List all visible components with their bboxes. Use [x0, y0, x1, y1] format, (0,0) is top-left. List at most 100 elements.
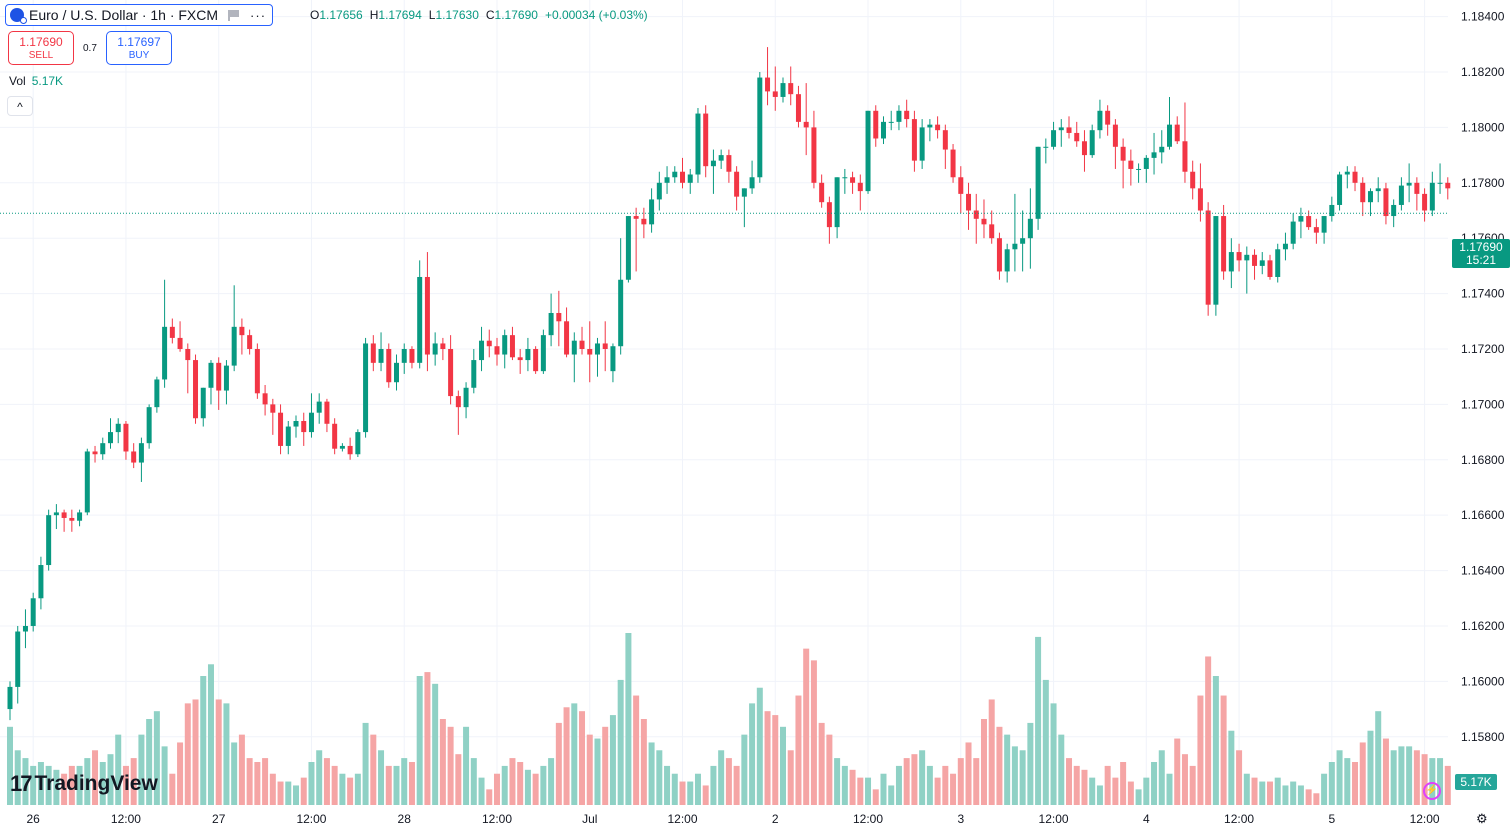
volume-bar	[184, 703, 191, 805]
candle-body	[131, 451, 137, 463]
volume-bar	[316, 750, 323, 805]
candle-body	[749, 177, 755, 189]
volume-bar	[1266, 781, 1273, 805]
candle-body	[1236, 252, 1242, 261]
volume-bar	[99, 762, 106, 805]
candle-body	[1151, 152, 1157, 158]
volume-bar	[246, 758, 253, 805]
candle-body	[146, 407, 152, 444]
candle-body	[564, 321, 570, 355]
volume-legend[interactable]: Vol 5.17K	[9, 74, 63, 88]
candle-body	[1205, 210, 1211, 305]
candle-body	[1089, 130, 1095, 156]
buy-button[interactable]: 1.17697 BUY	[106, 31, 172, 65]
price-axis[interactable]: 1.184001.182001.180001.178001.176001.174…	[1461, 10, 1505, 744]
x-tick-label: 3	[957, 812, 964, 826]
candle-body	[942, 130, 948, 150]
candle-body	[448, 348, 454, 397]
volume-bar	[656, 750, 663, 805]
y-tick-label: 1.17200	[1461, 342, 1505, 356]
candle-body	[409, 348, 415, 363]
more-icon[interactable]: ···	[250, 7, 267, 23]
candle-body	[981, 218, 987, 225]
x-tick-label: 12:00	[482, 812, 512, 826]
time-axis[interactable]: 26 12:00 27 12:00 28 12:00 Jul 12:00 2 12:00 3 12:0…	[27, 812, 1440, 826]
low-value: 1.17630	[435, 8, 479, 22]
volume-bar	[76, 765, 83, 805]
volume-bar	[1042, 679, 1049, 805]
candle-body	[1321, 216, 1327, 233]
volume-bar	[470, 758, 477, 805]
volume-badge: 5.17K	[1455, 774, 1497, 790]
candle-body	[223, 365, 229, 391]
candle-body	[471, 360, 477, 388]
y-tick-label: 1.16200	[1461, 619, 1505, 633]
candle-body	[687, 174, 693, 183]
volume-bar	[7, 726, 13, 805]
volume-bar	[1096, 785, 1103, 805]
volume-bar	[1027, 722, 1034, 805]
candle-body	[46, 515, 52, 566]
symbol-title[interactable]: Euro / U.S. Dollar · 1h · FXCM	[29, 7, 219, 23]
candle-body	[1352, 171, 1358, 183]
volume-bar	[1220, 695, 1227, 805]
candle-body	[455, 396, 461, 408]
candle-body	[1290, 221, 1296, 244]
candle-body	[1074, 132, 1080, 142]
x-tick-label: 12:00	[667, 812, 697, 826]
candle-body	[138, 443, 144, 463]
candle-body	[911, 119, 917, 161]
tradingview-logo-text: TradingView	[34, 772, 158, 795]
symbol-selector[interactable]: Euro / U.S. Dollar · 1h · FXCM ···	[5, 4, 274, 26]
volume-bar	[308, 762, 315, 805]
volume-bar	[810, 660, 817, 805]
candle-body	[958, 177, 964, 194]
volume-bars	[7, 633, 1451, 805]
candle-body	[1252, 254, 1258, 266]
settings-gear-icon[interactable]: ⚙	[1476, 811, 1488, 826]
candle-body	[641, 218, 647, 225]
candle-body	[1020, 238, 1026, 244]
candle-body	[1004, 249, 1010, 272]
volume-bar	[586, 734, 593, 805]
volume-bar	[640, 719, 647, 805]
volume-bar	[1197, 695, 1204, 805]
flag-icon[interactable]	[228, 9, 241, 21]
candle-body	[1112, 124, 1118, 147]
volume-bar	[903, 758, 910, 805]
volume-bar	[834, 758, 841, 805]
volume-bar	[764, 711, 771, 805]
volume-bar	[200, 676, 207, 805]
candle-body	[308, 412, 314, 433]
candle-body	[1105, 110, 1111, 125]
volume-bar	[1104, 765, 1111, 805]
candle-body	[115, 423, 121, 433]
volume-bar	[1398, 746, 1405, 805]
candle-body	[973, 210, 979, 219]
volume-bar	[169, 773, 176, 805]
volume-bar	[53, 769, 60, 805]
volume-bar	[37, 762, 44, 805]
candle-body	[270, 404, 276, 413]
candle-body	[30, 598, 36, 626]
candle-body	[1197, 188, 1203, 211]
candle-body	[935, 124, 941, 131]
candle-body	[656, 182, 662, 200]
volume-bar	[1352, 762, 1359, 805]
volume-bar	[524, 769, 531, 805]
volume-bar	[455, 754, 462, 805]
candle-body	[1159, 146, 1165, 153]
candle-body	[432, 343, 438, 355]
candle-body	[61, 512, 67, 518]
close-label: C	[485, 8, 495, 22]
volume-bar	[231, 742, 238, 805]
lightning-icon[interactable]: ⚡	[1423, 782, 1441, 800]
volume-bar	[401, 758, 408, 805]
volume-bar	[609, 715, 616, 805]
volume-bar	[1251, 777, 1258, 805]
tradingview-logo[interactable]: 17 TradingView	[10, 771, 158, 797]
collapse-legend-button[interactable]: ^	[7, 96, 33, 116]
candle-body	[633, 216, 639, 219]
sell-button[interactable]: 1.17690 SELL	[8, 31, 74, 65]
